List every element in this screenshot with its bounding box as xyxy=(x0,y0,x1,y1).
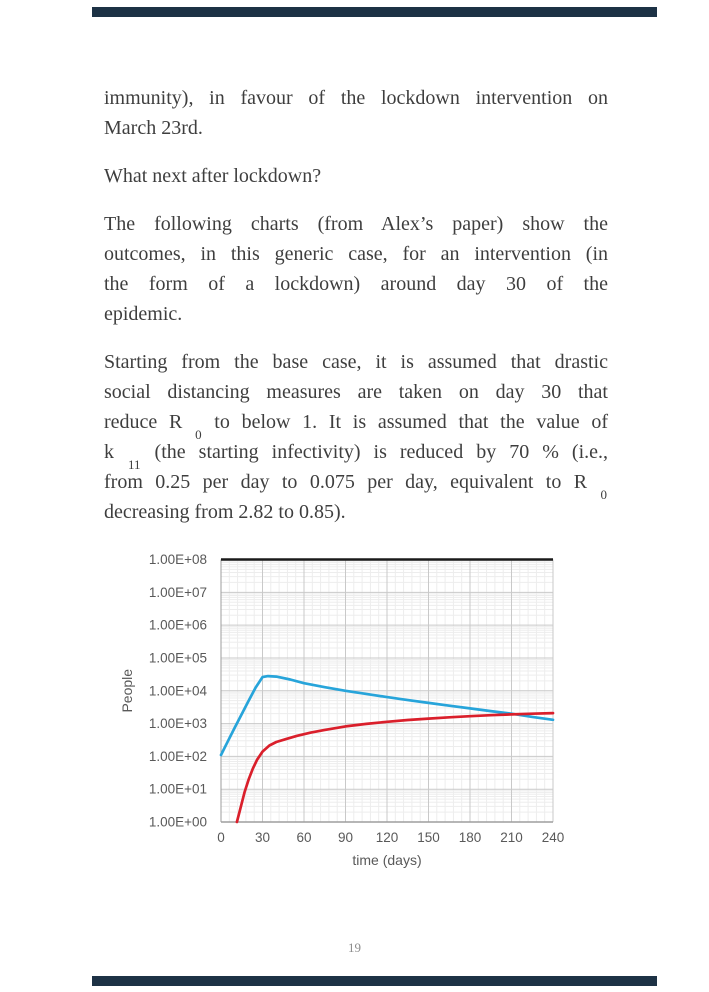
text-run: from 0.25 per day to 0.075 per day, equi… xyxy=(104,471,600,493)
text-run: What next after lockdown? xyxy=(104,165,322,187)
text-line: outcomes, in this generic case, for an i… xyxy=(104,239,608,269)
x-tick-label: 60 xyxy=(296,830,311,845)
blue-series-line xyxy=(219,674,555,757)
text-line: the form of a lockdown) around day 30 of… xyxy=(104,269,608,299)
y-tick-label: 1.00E+08 xyxy=(149,552,207,567)
y-tick-label: 1.00E+03 xyxy=(149,716,207,731)
text-line: immunity), in favour of the lockdown int… xyxy=(104,83,608,113)
text-run: the form of a lockdown) around day 30 of… xyxy=(104,273,608,295)
text-run: epidemic. xyxy=(104,303,183,325)
subscript: 0 xyxy=(195,427,202,442)
y-tick-label: 1.00E+07 xyxy=(149,585,207,600)
text-run: immunity), in favour of the lockdown int… xyxy=(104,87,608,109)
text-line: decreasing from 2.82 to 0.85). xyxy=(104,497,608,527)
para-following-charts: The following charts (from Alex’s paper)… xyxy=(104,209,608,329)
text-run: outcomes, in this generic case, for an i… xyxy=(104,243,608,265)
x-tick-label: 240 xyxy=(542,830,565,845)
y-axis-title: People xyxy=(119,669,135,713)
text-run: to below 1. It is assumed that the value… xyxy=(202,411,609,433)
y-tick-label: 1.00E+06 xyxy=(149,618,207,633)
y-tick-label: 1.00E+02 xyxy=(149,749,207,764)
y-tick-label: 1.00E+00 xyxy=(149,815,207,830)
x-tick-label: 150 xyxy=(417,830,440,845)
epidemic-log-chart: 1.00E+08 1.00E+07 1.00E+06 1.00E+05 1.00E+04… xyxy=(119,552,565,868)
text-run: Starting from the base case, it is assum… xyxy=(104,351,608,373)
x-tick-label: 90 xyxy=(338,830,353,845)
text-line: What next after lockdown? xyxy=(104,161,608,191)
text-line: from 0.25 per day to 0.075 per day, equi… xyxy=(104,467,608,501)
text-run: The following charts (from Alex’s paper)… xyxy=(104,213,608,235)
x-tick-label: 120 xyxy=(376,830,399,845)
page-number: 19 xyxy=(348,940,361,955)
text-run: reduce R xyxy=(104,411,195,433)
x-tick-label: 180 xyxy=(459,830,482,845)
x-tick-label: 210 xyxy=(500,830,523,845)
para-what-next: What next after lockdown? xyxy=(104,161,608,191)
x-tick-label: 0 xyxy=(217,830,225,845)
text-run: (the starting infectivity) is reduced by… xyxy=(141,441,608,463)
text-column: immunity), in favour of the lockdown int… xyxy=(104,83,608,545)
text-run: decreasing from 2.82 to 0.85). xyxy=(104,501,346,523)
x-axis-title: time (days) xyxy=(352,852,421,868)
text-line: social distancing measures are taken on … xyxy=(104,377,608,407)
text-line: March 23rd. xyxy=(104,113,608,143)
red-series-line xyxy=(235,711,555,824)
major-gridlines xyxy=(221,559,554,822)
subscript: 0 xyxy=(600,487,608,502)
chart-container: 1.00E+08 1.00E+07 1.00E+06 1.00E+05 1.00E+04… xyxy=(108,544,578,884)
header-rule-bar xyxy=(92,7,657,17)
subscript: 11 xyxy=(128,457,141,472)
para-starting-base-case: Starting from the base case, it is assum… xyxy=(104,347,608,527)
text-run: k xyxy=(104,441,128,463)
text-run: social distancing measures are taken on … xyxy=(104,381,608,403)
y-tick-label: 1.00E+04 xyxy=(149,683,208,698)
text-run: March 23rd. xyxy=(104,117,203,139)
para-immunity: immunity), in favour of the lockdown int… xyxy=(104,83,608,143)
text-line: reduce R 0 to below 1. It is assumed tha… xyxy=(104,407,609,441)
x-tick-label: 30 xyxy=(255,830,270,845)
y-tick-label: 1.00E+05 xyxy=(149,650,207,665)
text-line: epidemic. xyxy=(104,299,608,329)
text-line: The following charts (from Alex’s paper)… xyxy=(104,209,608,239)
footer-rule-bar xyxy=(92,976,657,986)
text-line: k 11 (the starting infectivity) is reduc… xyxy=(104,437,608,471)
text-line: Starting from the base case, it is assum… xyxy=(104,347,608,377)
y-tick-label: 1.00E+01 xyxy=(149,782,207,797)
